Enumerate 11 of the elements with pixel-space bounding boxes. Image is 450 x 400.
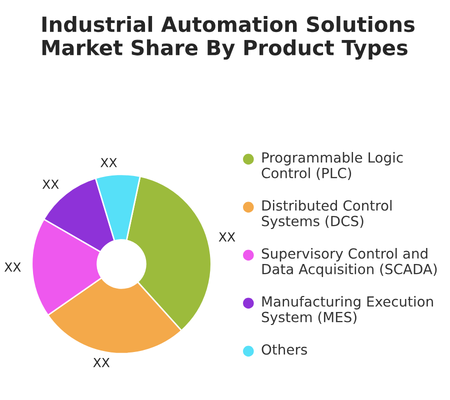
data-label: XX: [42, 180, 59, 189]
legend-label: Supervisory Control and Data Acquisition (SCADA): [262, 248, 437, 277]
data-label: XX: [4, 262, 21, 272]
data-label: XX: [218, 232, 236, 242]
legend-label: Manufacturing Execution System (MES): [262, 296, 433, 325]
data-label: XX: [93, 358, 110, 368]
legend-label: Distributed Control Systems (DCS): [262, 200, 392, 229]
legend-label: Programmable Logic Control (PLC): [262, 152, 403, 180]
chart-title: Industrial Automation Solutions Market Share By Product Types: [42, 16, 414, 60]
data-label: XX: [100, 158, 117, 168]
legend-label: Others: [262, 344, 307, 355]
